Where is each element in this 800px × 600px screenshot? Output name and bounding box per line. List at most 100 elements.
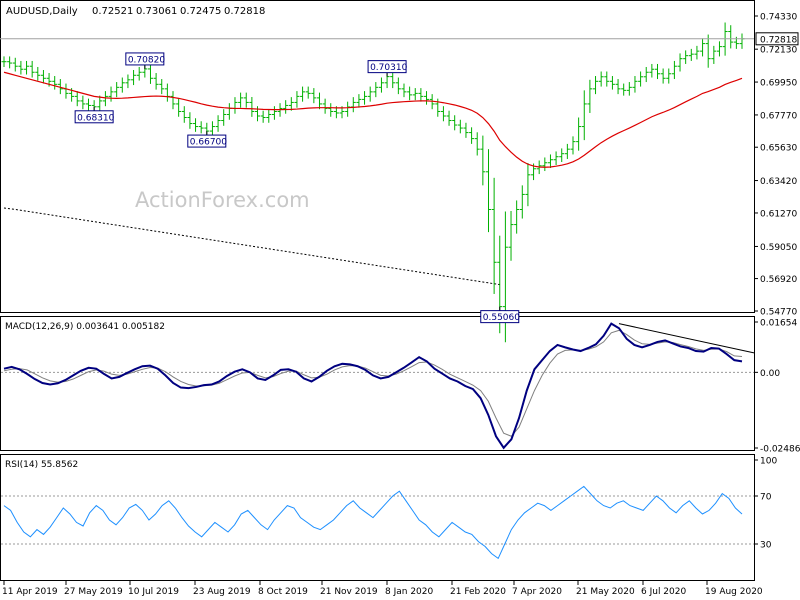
price-bar xyxy=(12,57,18,72)
macd-signal-line xyxy=(3,329,743,437)
rsi-axis-label: 30 xyxy=(760,541,772,551)
price-bar xyxy=(176,98,182,117)
price-bar xyxy=(446,110,452,126)
macd-line xyxy=(3,322,743,450)
price-bar xyxy=(24,60,30,75)
price-bar xyxy=(716,41,722,57)
price-bar xyxy=(683,50,689,64)
rsi-axis-label: 100 xyxy=(760,457,777,467)
price-bar xyxy=(671,60,677,80)
callout-label: 0.68310 xyxy=(77,113,114,123)
symbol-label: AUDUSD,Daily xyxy=(6,6,78,17)
price-bar xyxy=(159,79,165,95)
price-bar xyxy=(193,118,199,132)
price-bar xyxy=(40,69,46,84)
price-bar xyxy=(108,86,114,102)
price-bar xyxy=(469,127,475,144)
price-bar xyxy=(378,77,384,93)
price-bar xyxy=(418,88,424,102)
price-bar xyxy=(424,91,430,105)
price-bar xyxy=(288,97,294,111)
price-bar xyxy=(170,91,176,110)
price-bar xyxy=(705,34,711,68)
price-bar xyxy=(688,48,694,61)
macd-axis-label: 0.00 xyxy=(760,369,780,379)
macd-title: MACD(12,26,9) 0.003641 0.005182 xyxy=(5,322,165,332)
x-axis-label: 8 Jan 2020 xyxy=(385,587,433,597)
price-bar xyxy=(485,149,491,233)
price-bar xyxy=(215,115,221,132)
price-bar xyxy=(604,71,610,87)
macd-panel-frame xyxy=(0,316,755,451)
callout-box xyxy=(367,60,407,74)
price-bar xyxy=(564,143,570,159)
current-price-box xyxy=(755,32,799,46)
price-bar xyxy=(283,100,289,114)
price-bar xyxy=(694,45,700,60)
price-bar xyxy=(553,151,559,166)
price-bar xyxy=(147,63,153,84)
price-bar xyxy=(525,163,531,207)
price-bar xyxy=(711,45,717,64)
price-bar xyxy=(412,88,418,101)
price-bar xyxy=(243,92,249,108)
price-bar xyxy=(401,83,407,98)
callout-box xyxy=(480,310,520,324)
price-bar xyxy=(209,121,215,137)
price-bar xyxy=(559,148,565,162)
x-axis-label: 27 May 2019 xyxy=(64,587,123,597)
price-axis-label: 0.61270 xyxy=(760,209,797,219)
price-bar xyxy=(198,121,204,134)
macd-axis-label: -0.02486 xyxy=(760,445,800,455)
price-bar xyxy=(97,95,103,113)
callout-label: 0.70310 xyxy=(370,63,407,73)
x-axis-label: 19 Aug 2020 xyxy=(705,587,763,597)
price-bar xyxy=(457,119,463,134)
price-bar xyxy=(300,86,306,102)
price-bar xyxy=(440,106,446,122)
x-axis-label: 21 Feb 2020 xyxy=(450,587,506,597)
price-bar xyxy=(328,103,334,117)
x-axis-label: 7 Apr 2020 xyxy=(512,587,562,597)
callout-label: 0.66700 xyxy=(190,138,227,148)
price-axis-label: 0.69950 xyxy=(760,79,797,89)
callout-box xyxy=(125,52,165,66)
price-bar xyxy=(35,66,41,81)
price-bar xyxy=(542,157,548,172)
price-bar xyxy=(74,91,80,107)
price-bar xyxy=(570,136,576,155)
price-bar xyxy=(632,76,638,93)
price-axis-label: 0.59050 xyxy=(760,243,797,253)
open-value: 0.72521 xyxy=(92,6,133,17)
price-bar xyxy=(125,74,131,89)
price-bar xyxy=(80,95,86,110)
price-axis-label: 0.67770 xyxy=(760,111,797,121)
price-bar xyxy=(728,25,734,49)
callout-label: 0.70820 xyxy=(128,55,165,65)
x-axis-label: 10 Jul 2019 xyxy=(128,587,179,597)
rsi-line xyxy=(3,485,743,560)
price-axis-label: 0.74330 xyxy=(760,13,797,23)
price-axis-label: 0.63420 xyxy=(760,177,797,187)
price-bar xyxy=(643,66,649,83)
price-bar xyxy=(221,109,227,126)
price-bar xyxy=(1,56,7,67)
watermark: ActionForex.com xyxy=(135,188,310,212)
price-bar xyxy=(654,63,660,80)
x-axis-label: 23 Aug 2019 xyxy=(193,587,251,597)
price-bar xyxy=(373,82,379,98)
rsi-panel-frame xyxy=(0,454,755,581)
price-axis-label: 0.65630 xyxy=(760,144,797,154)
price-bar xyxy=(519,185,525,219)
price-bar xyxy=(131,69,137,86)
price-bar xyxy=(660,68,666,84)
x-axis-label: 21 May 2020 xyxy=(576,587,635,597)
price-bar xyxy=(587,79,593,113)
price-bar xyxy=(249,96,255,117)
price-bar xyxy=(29,60,35,78)
macd-axis-label: 0.01654 xyxy=(760,319,797,329)
price-bar xyxy=(187,112,193,129)
rsi-axis-label: 70 xyxy=(760,493,772,503)
price-bar xyxy=(508,211,514,261)
